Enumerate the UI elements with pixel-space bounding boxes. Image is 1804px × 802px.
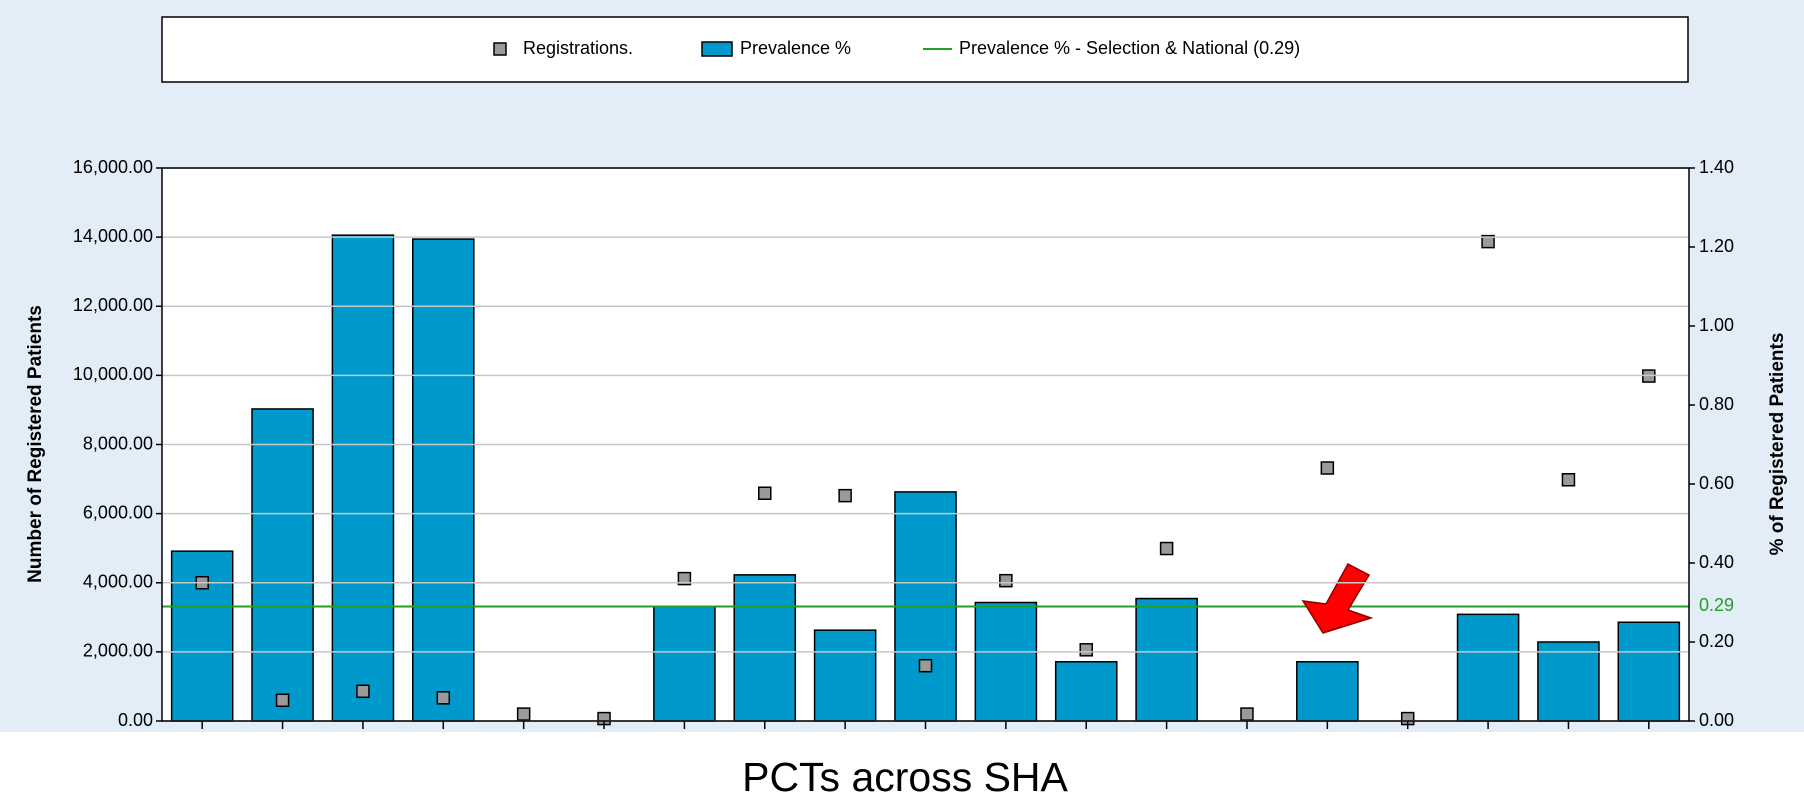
bar — [813, 629, 877, 722]
point — [436, 691, 451, 705]
legend-label: Prevalence % — [740, 38, 851, 58]
y-tick-label: 2,000.00 — [83, 641, 153, 661]
y2-tick-label: 1.40 — [1699, 157, 1734, 177]
y2-tick-label: 1.20 — [1699, 236, 1734, 256]
annotation-arrow — [1301, 562, 1374, 634]
point — [1320, 461, 1335, 475]
reference-label: 0.29 — [1699, 595, 1734, 615]
y2-tick-label: 0.80 — [1699, 394, 1734, 414]
bar — [1135, 597, 1198, 722]
point — [838, 488, 852, 503]
y-tick-label: 12,000.00 — [73, 295, 153, 315]
legend-label: Prevalence % - Selection & National (0.2… — [959, 38, 1300, 58]
bar — [653, 605, 716, 722]
bar — [1617, 621, 1681, 722]
point — [918, 658, 933, 673]
bar — [331, 234, 395, 722]
bar — [1537, 641, 1600, 722]
point — [1240, 707, 1254, 721]
y-tick-label: 8,000.00 — [83, 433, 153, 453]
y-axis-title: Number of Registered Patients — [25, 305, 46, 583]
y2-tick-label: 0.60 — [1699, 473, 1734, 493]
bar — [733, 574, 797, 722]
y2-tick-label: 0.20 — [1699, 631, 1734, 651]
y2-tick-label: 0.00 — [1699, 710, 1734, 730]
point — [1079, 643, 1093, 657]
bar — [411, 238, 475, 722]
point — [275, 693, 290, 708]
y-tick-label: 14,000.00 — [73, 226, 153, 246]
bar — [251, 408, 314, 722]
point — [677, 571, 692, 586]
point — [999, 573, 1013, 588]
y-tick-label: 16,000.00 — [73, 157, 153, 177]
point — [1159, 541, 1174, 556]
y-tick-label: 10,000.00 — [73, 364, 153, 384]
point — [1561, 473, 1576, 487]
point — [516, 707, 531, 721]
y-tick-label: 6,000.00 — [83, 502, 153, 522]
legend-swatch — [701, 41, 733, 57]
point — [356, 684, 370, 699]
y2-tick-label: 1.00 — [1699, 315, 1734, 335]
bar — [1456, 613, 1520, 722]
bar — [1054, 661, 1118, 722]
bar — [1296, 661, 1359, 722]
y2-tick-label: 0.40 — [1699, 552, 1734, 572]
marks — [162, 234, 1689, 726]
x-axis-title: PCTs across SHA — [742, 754, 1068, 800]
y-tick-label: 4,000.00 — [83, 572, 153, 592]
y-tick-label: 0.00 — [118, 710, 153, 730]
point — [1481, 234, 1495, 249]
point — [758, 486, 772, 500]
legend-label: Registrations. — [523, 38, 633, 58]
bar — [974, 601, 1038, 722]
y2-axis-title: % of Registered Patients — [1767, 333, 1788, 556]
legend-swatch — [493, 42, 507, 56]
